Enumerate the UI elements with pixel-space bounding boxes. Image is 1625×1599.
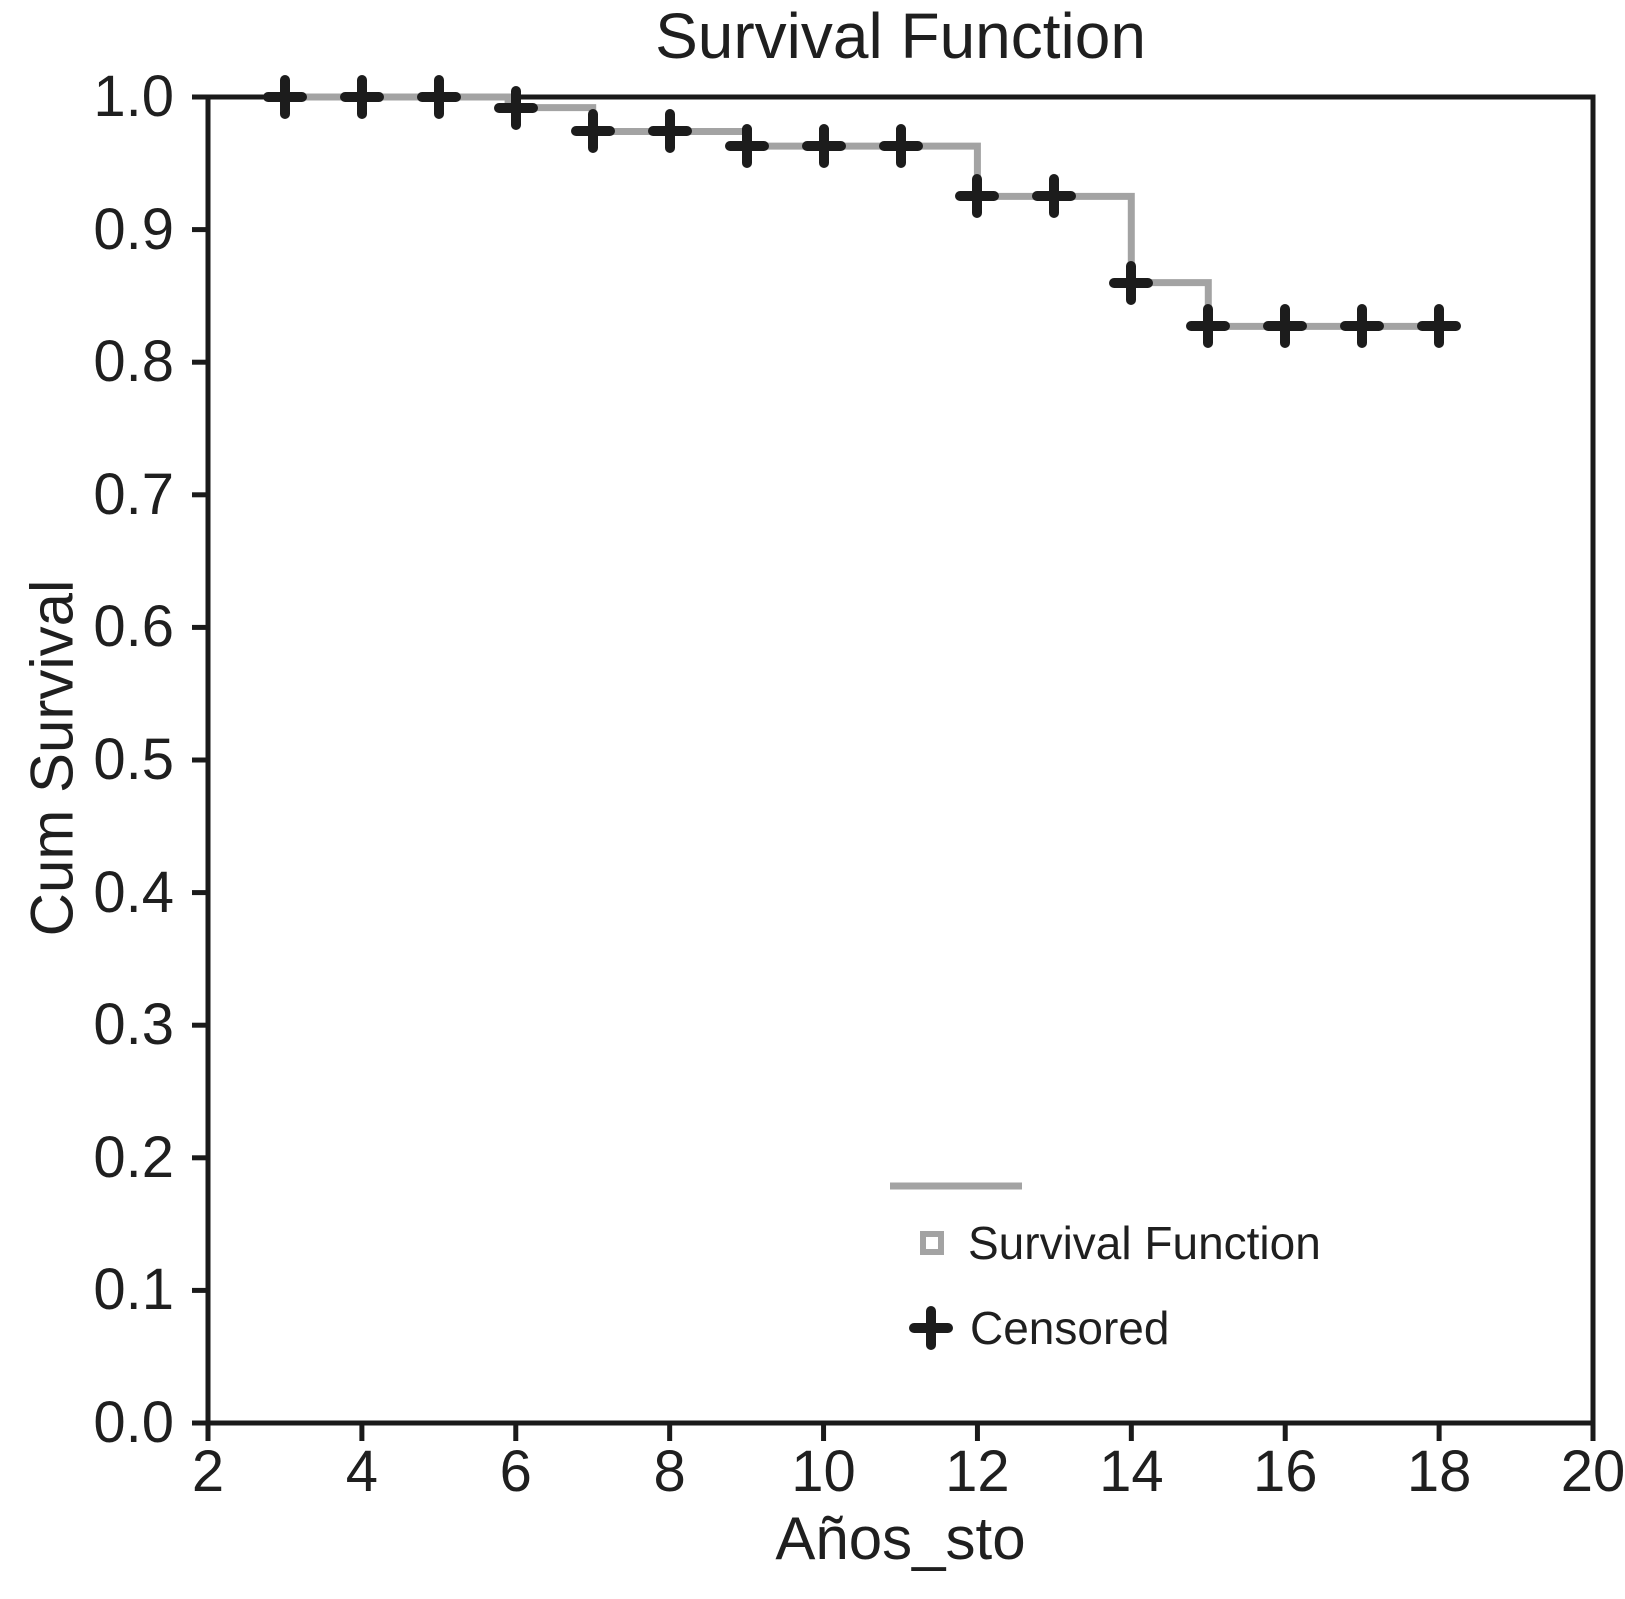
censored-marker <box>340 75 384 119</box>
censored-marker <box>1417 304 1461 348</box>
y-tick-label: 0.2 <box>93 1124 174 1190</box>
x-tick-label: 12 <box>945 1439 1010 1504</box>
x-tick-label: 14 <box>1099 1439 1164 1504</box>
censored-marker <box>494 86 538 130</box>
censored-marker <box>1032 174 1076 218</box>
x-tick-label: 16 <box>1252 1439 1318 1504</box>
censored-marker <box>571 109 615 153</box>
legend-square-swatch <box>920 1231 944 1255</box>
x-tick-label: 6 <box>499 1439 532 1504</box>
y-tick-label: 0.3 <box>93 992 174 1058</box>
legend-label-survival-function: Survival Function <box>968 1217 1321 1269</box>
y-tick-label: 0.9 <box>93 196 174 262</box>
censored-marker <box>1109 261 1153 305</box>
x-tick-label: 18 <box>1406 1439 1472 1504</box>
censored-marker <box>417 75 461 119</box>
y-tick-label: 1.0 <box>93 64 174 129</box>
survival-curve <box>284 93 1440 330</box>
censored-marker <box>263 75 307 119</box>
y-tick-label: 0.8 <box>93 329 174 395</box>
x-tick-label: 2 <box>191 1439 225 1504</box>
y-tick-label: 0.5 <box>93 727 174 792</box>
y-tick-label: 0.6 <box>93 594 174 660</box>
censored-marker <box>1340 304 1384 348</box>
censored-marker <box>1186 304 1230 348</box>
plot-border <box>205 94 1596 1426</box>
x-tick-label: 10 <box>791 1439 856 1504</box>
censored-marker <box>879 124 923 168</box>
censored-marker <box>725 124 769 168</box>
y-tick-label: 0.0 <box>93 1390 174 1455</box>
x-axis-title: Años_sto <box>775 1505 1026 1572</box>
x-tick-label: 8 <box>653 1439 686 1504</box>
chart-title: Survival Function <box>655 0 1146 72</box>
y-tick-label: 0.4 <box>93 859 174 925</box>
x-tick-label: 4 <box>345 1439 378 1504</box>
censored-marker <box>802 124 846 168</box>
x-tick-label: 20 <box>1560 1439 1625 1504</box>
y-tick-label: 0.1 <box>93 1257 174 1323</box>
legend-label-censored: Censored <box>970 1302 1170 1354</box>
censored-marker <box>955 174 999 218</box>
censored-marker <box>1263 304 1307 348</box>
legend-plus-swatch <box>909 1306 953 1350</box>
y-tick-label: 0.7 <box>93 461 174 527</box>
censored-marker <box>648 109 692 153</box>
